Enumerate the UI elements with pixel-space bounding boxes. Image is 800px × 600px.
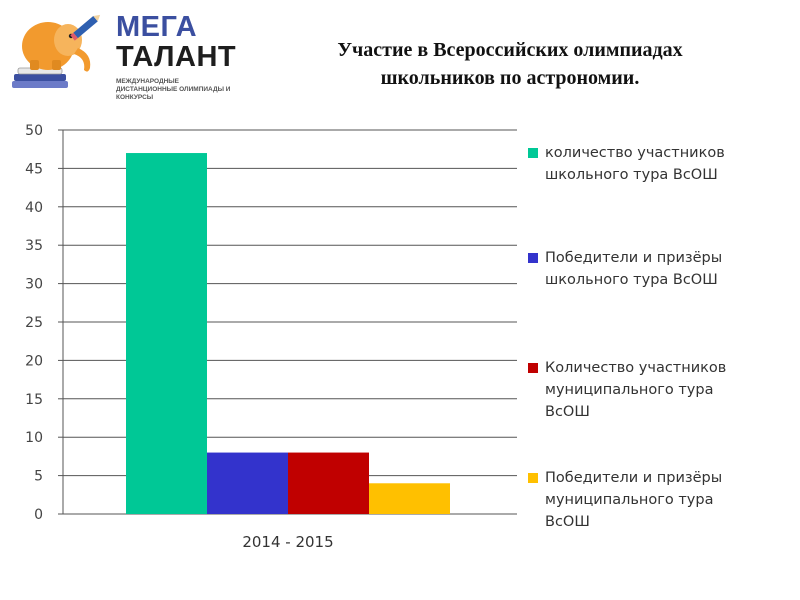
legend-swatch (528, 148, 538, 158)
y-tick-label: 50 (25, 123, 43, 139)
legend-swatch (528, 253, 538, 263)
y-tick-label: 25 (25, 315, 43, 331)
brand-logo: МЕГА ТАЛАНТ Международные дистанционные … (8, 8, 236, 101)
bar-series-1 (126, 153, 207, 514)
logo-line2: ТАЛАНТ (116, 41, 237, 73)
y-tick-label: 5 (34, 469, 43, 485)
y-tick-label: 35 (25, 238, 43, 254)
bar-series-4 (369, 483, 450, 514)
logo-line1: МЕГА (116, 11, 198, 43)
bar-chart: 0 5 10 15 20 25 30 35 40 45 50 2014 - 2015 (25, 123, 517, 551)
legend-label: количество участников школьного тура ВсО… (545, 145, 725, 183)
elephant-pencil-books-icon (12, 14, 101, 88)
y-tick-label: 10 (25, 430, 43, 446)
legend-swatch (528, 363, 538, 373)
legend-label: Победители и призёры школьного тура ВсОШ (545, 250, 723, 288)
slide-title: Участие в Всероссийских олимпиадах школь… (270, 36, 750, 92)
y-tick-label: 0 (34, 507, 43, 523)
slide-title-line2: школьников по астрономии. (380, 67, 640, 89)
y-tick-label: 30 (25, 277, 43, 293)
logo-wordmark: МЕГА ТАЛАНТ (116, 12, 236, 72)
y-tick-label: 40 (25, 200, 43, 216)
y-tick-label: 20 (25, 353, 43, 369)
x-category-label: 2014 - 2015 (242, 533, 333, 551)
legend-label: Победители и призёры муниципального тура… (545, 470, 723, 530)
y-tick-label: 45 (25, 161, 43, 177)
legend-swatch (528, 473, 538, 483)
slide-title-line1: Участие в Всероссийских олимпиадах (337, 39, 683, 61)
legend-label: Количество участников муниципального тур… (545, 360, 727, 420)
logo-subtitle: Международные дистанционные олимпиады и … (116, 78, 231, 101)
bar-series-3 (288, 452, 369, 514)
y-tick-label: 15 (25, 392, 43, 408)
bar-series-2 (207, 452, 288, 514)
